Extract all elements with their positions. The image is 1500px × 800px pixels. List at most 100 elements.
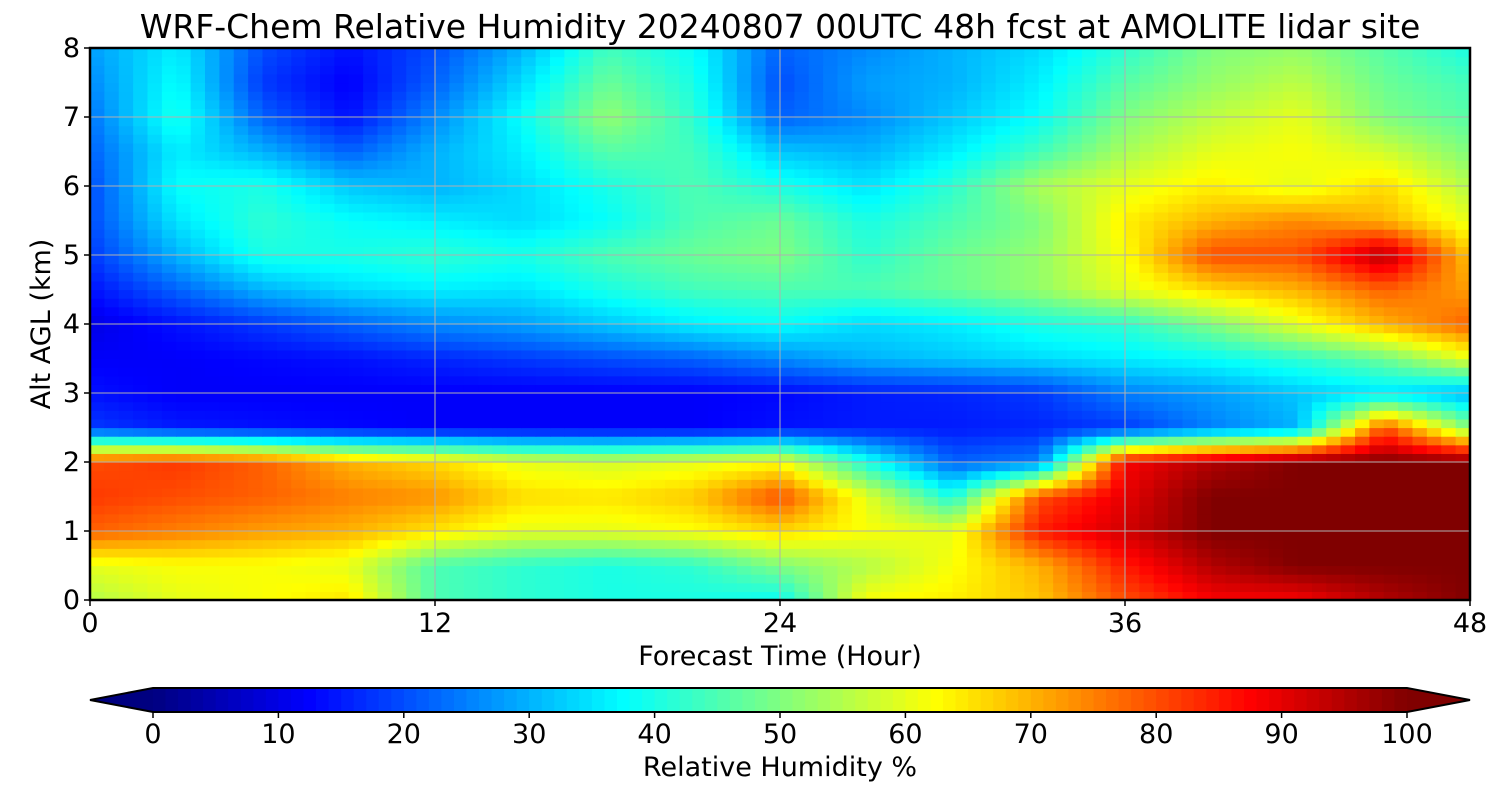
heatmap-cell — [190, 229, 206, 239]
heatmap-cell — [104, 237, 120, 247]
heatmap-cell — [765, 255, 781, 265]
heatmap-cell — [650, 410, 666, 420]
heatmap-cell — [708, 220, 724, 230]
heatmap-cell — [391, 151, 407, 161]
heatmap-cell — [808, 237, 824, 247]
heatmap-cell — [1383, 151, 1399, 161]
heatmap-cell — [492, 255, 508, 265]
heatmap-cell — [348, 341, 364, 351]
heatmap-cell — [679, 211, 695, 222]
heatmap-cell — [621, 496, 637, 506]
heatmap-cell — [880, 470, 896, 480]
heatmap-cell — [176, 496, 192, 506]
heatmap-cell — [463, 548, 479, 558]
heatmap-cell — [1412, 272, 1428, 282]
heatmap-cell — [1441, 272, 1457, 282]
heatmap-cell — [708, 505, 724, 515]
heatmap-cell — [233, 263, 249, 273]
heatmap-cell — [377, 237, 393, 247]
heatmap-cell — [478, 410, 494, 420]
heatmap-cell — [765, 565, 781, 575]
heatmap-cell — [276, 237, 292, 247]
heatmap-cell — [478, 280, 494, 291]
heatmap-cell — [1326, 315, 1342, 325]
heatmap-cell — [1010, 358, 1025, 368]
heatmap-cell — [1412, 384, 1428, 394]
heatmap-cell — [1196, 255, 1212, 265]
heatmap-cell — [636, 384, 652, 394]
heatmap-cell — [765, 177, 781, 187]
heatmap-cell — [478, 522, 494, 532]
heatmap-cell — [1240, 393, 1255, 403]
heatmap-cell — [1153, 375, 1169, 385]
heatmap-cell — [348, 315, 364, 325]
heatmap-cell — [736, 453, 752, 463]
heatmap-cell — [233, 306, 249, 316]
heatmap-cell — [895, 487, 910, 498]
heatmap-cell — [1081, 462, 1097, 472]
heatmap-cell — [104, 315, 120, 325]
heatmap-cell — [1067, 574, 1083, 584]
heatmap-cell — [607, 186, 623, 196]
heatmap-cell — [550, 487, 565, 498]
heatmap-cell — [1254, 246, 1270, 256]
heatmap-cell — [1182, 349, 1198, 360]
heatmap-cell — [391, 375, 407, 385]
heatmap-cell — [506, 556, 522, 567]
heatmap-cell — [1455, 203, 1470, 213]
heatmap-cell — [1283, 341, 1299, 351]
heatmap-cell — [564, 384, 580, 394]
heatmap-cell — [823, 237, 839, 247]
heatmap-cell — [880, 375, 896, 385]
heatmap-cell — [1355, 324, 1370, 334]
heatmap-cell — [679, 470, 695, 480]
heatmap-cell — [895, 194, 910, 204]
heatmap-cell — [90, 436, 105, 446]
heatmap-cell — [1426, 436, 1442, 446]
heatmap-cell — [248, 513, 264, 523]
heatmap-cell — [233, 203, 249, 213]
heatmap-cell — [751, 505, 767, 515]
heatmap-cell — [406, 582, 422, 592]
heatmap-cell — [1268, 298, 1284, 308]
heatmap-cell — [880, 306, 896, 316]
heatmap-cell — [305, 427, 321, 437]
heatmap-cell — [823, 289, 839, 299]
heatmap-cell — [190, 427, 206, 437]
heatmap-cell — [823, 513, 839, 523]
heatmap-cell — [377, 513, 393, 523]
heatmap-cell — [808, 513, 824, 523]
heatmap-cell — [406, 427, 422, 437]
heatmap-cell — [320, 341, 335, 351]
heatmap-cell — [305, 220, 321, 230]
heatmap-cell — [90, 168, 105, 178]
heatmap-cell — [621, 194, 637, 204]
heatmap-cell — [219, 453, 235, 463]
heatmap-cell — [435, 393, 450, 403]
heatmap-cell — [679, 539, 695, 549]
heatmap-cell — [1398, 393, 1414, 403]
heatmap-cell — [90, 306, 105, 316]
heatmap-cell — [377, 505, 393, 515]
heatmap-cell — [1081, 444, 1097, 454]
heatmap-cell — [636, 444, 652, 454]
heatmap-cell — [593, 418, 609, 429]
heatmap-cell — [564, 160, 580, 170]
heatmap-cell — [794, 220, 810, 230]
heatmap-cell — [1383, 324, 1399, 334]
heatmap-cell — [406, 263, 422, 273]
heatmap-cell — [1182, 505, 1198, 515]
heatmap-cell — [377, 367, 393, 377]
heatmap-cell — [866, 186, 882, 196]
heatmap-cell — [262, 186, 278, 196]
heatmap-cell — [320, 349, 335, 360]
heatmap-cell — [1412, 186, 1428, 196]
heatmap-cell — [780, 487, 795, 498]
heatmap-cell — [636, 211, 652, 222]
heatmap-cell — [607, 177, 623, 187]
heatmap-cell — [995, 444, 1011, 454]
heatmap-cell — [1211, 393, 1227, 403]
heatmap-cell — [521, 375, 537, 385]
heatmap-cell — [1254, 160, 1270, 170]
heatmap-cell — [377, 203, 393, 213]
